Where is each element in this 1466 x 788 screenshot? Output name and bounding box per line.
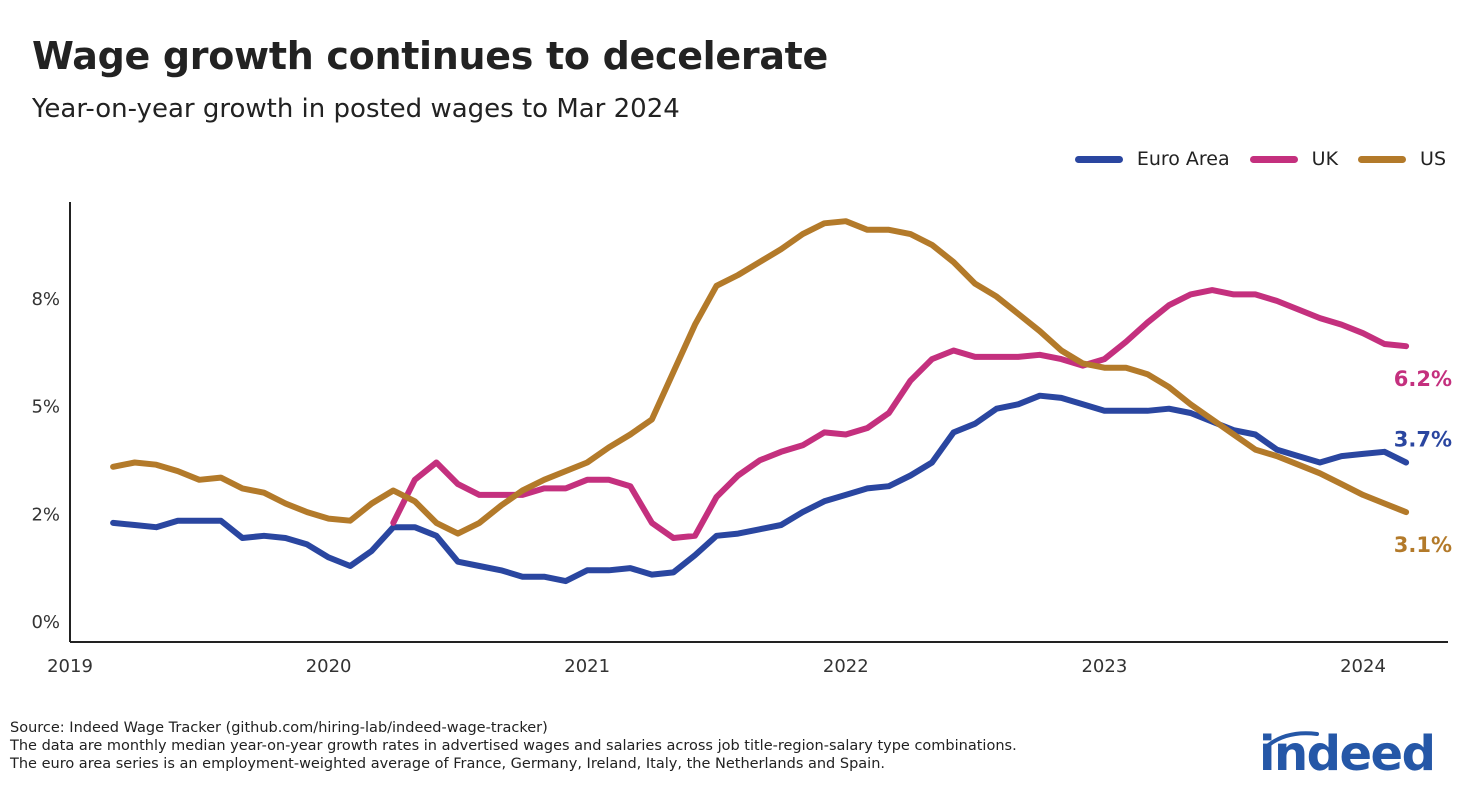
legend-swatch-us	[1358, 155, 1407, 163]
series-line-uk	[390, 287, 1410, 541]
legend-label-euro-area: Euro Area	[1136, 148, 1230, 170]
series-lines	[110, 218, 1410, 585]
indeed-logo: indeed	[1253, 724, 1448, 784]
y-tick-label: 5%	[31, 397, 60, 418]
x-tick-label: 2024	[1340, 656, 1386, 677]
footnote-euro-area: The euro area series is an employment-we…	[10, 756, 885, 772]
legend-item-uk: UK	[1249, 148, 1339, 170]
legend-swatch-uk	[1249, 155, 1298, 163]
footnote-source: Source: Indeed Wage Tracker (github.com/…	[10, 720, 548, 736]
footnote-method: The data are monthly median year-on-year…	[10, 738, 1017, 754]
y-tick-label: 0%	[31, 612, 60, 633]
chart-title: Wage growth continues to decelerate	[32, 34, 828, 78]
legend-item-us: US	[1358, 148, 1446, 170]
x-tick-label: 2019	[47, 656, 93, 677]
x-tick-label: 2020	[306, 656, 352, 677]
x-tick-label: 2023	[1081, 656, 1127, 677]
chart-subtitle: Year-on-year growth in posted wages to M…	[32, 94, 680, 124]
x-tick-label: 2021	[564, 656, 610, 677]
legend: Euro Area UK US	[1074, 146, 1446, 172]
footnotes: Source: Indeed Wage Tracker (github.com/…	[10, 719, 1017, 773]
legend-swatch-euro-area	[1074, 155, 1123, 163]
logo-arc-icon	[1263, 731, 1319, 750]
axes: 0% 2% 5% 8% 2019 2020 2021 2022 2023 2024	[31, 202, 1448, 677]
logo-wordmark: indeed	[1259, 726, 1436, 782]
series-line-us	[110, 218, 1410, 537]
x-tick-label: 2022	[823, 656, 869, 677]
y-tick-label: 2%	[31, 504, 60, 525]
legend-label-uk: UK	[1311, 148, 1339, 170]
end-labels: 3.7% 6.2% 3.1%	[1394, 367, 1452, 557]
end-label-us: 3.1%	[1394, 533, 1452, 557]
line-chart: 0% 2% 5% 8% 2019 2020 2021 2022 2023 2024 3.7% 6.2…	[31, 202, 1452, 677]
end-label-euro-area: 3.7%	[1394, 428, 1452, 452]
y-tick-label: 8%	[31, 289, 60, 310]
legend-item-euro-area: Euro Area	[1074, 148, 1230, 170]
end-label-uk: 6.2%	[1394, 367, 1452, 391]
series-line-euro-area	[110, 392, 1410, 585]
legend-label-us: US	[1420, 148, 1446, 170]
